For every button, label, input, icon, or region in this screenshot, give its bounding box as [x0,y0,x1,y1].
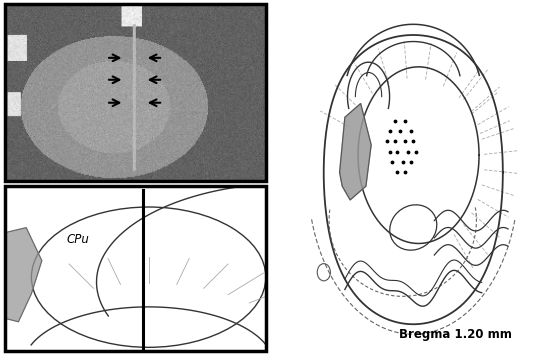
Polygon shape [5,228,42,322]
Text: Bregma 1.20 mm: Bregma 1.20 mm [399,328,512,341]
Text: CPu: CPu [67,233,90,246]
Bar [5,186,266,351]
Polygon shape [339,104,371,200]
Bar [5,4,266,181]
